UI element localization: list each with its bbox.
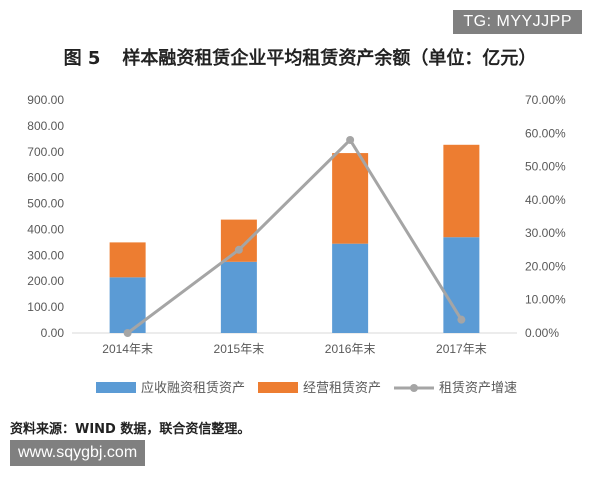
y-left-tick-label: 100.00 (27, 300, 64, 314)
growth-point (346, 135, 355, 144)
y-left-tick-label: 900.00 (27, 93, 64, 107)
chart-container: 0.00 100.00 200.00 300.00 400.00 500.00 600.00… (0, 80, 600, 410)
growth-point (457, 315, 466, 324)
bar-operating-lease (109, 242, 146, 278)
y-left-tick-label: 200.00 (27, 274, 64, 288)
y-right-tick-label: 60.00% (525, 126, 566, 140)
y-right-tick-label: 40.00% (525, 193, 566, 207)
bar-operating-lease (220, 219, 257, 262)
y-left-tick-label: 0.00 (41, 326, 65, 340)
y-right-tick-label: 0.00% (525, 326, 559, 340)
y-right-tick-label: 30.00% (525, 226, 566, 240)
y-right-tick-label: 10.00% (525, 293, 566, 307)
figure-title: 图 5 样本融资租赁企业平均租赁资产余额（单位：亿元） (0, 44, 600, 70)
legend-label-growth: 租赁资产增速 (439, 380, 517, 395)
x-tick-label: 2016年末 (325, 342, 376, 356)
x-tick-label: 2014年末 (102, 342, 153, 356)
stacked-bar-line-chart: 0.00 100.00 200.00 300.00 400.00 500.00 600.00… (27, 93, 566, 395)
legend-label-financing: 应收融资租赁资产 (141, 380, 245, 395)
bar-operating-lease (443, 144, 480, 238)
bar-financing-lease (332, 243, 369, 333)
watermark-top: TG: MYYJJPP (453, 10, 582, 34)
legend-swatch-financing (96, 382, 136, 393)
legend-swatch-operating (258, 382, 298, 393)
y-left-tick-label: 300.00 (27, 248, 64, 262)
legend-label-operating: 经营租赁资产 (303, 380, 381, 395)
y-left-tick-label: 500.00 (27, 197, 64, 211)
y-right-tick-label: 70.00% (525, 93, 566, 107)
y-right-tick-label: 20.00% (525, 259, 566, 273)
y-left-tick-label: 700.00 (27, 145, 64, 159)
figure-number: 图 5 (63, 48, 101, 69)
source-note: 资料来源：WIND 数据，联合资信整理。 (10, 422, 251, 437)
y-left-tick-label: 600.00 (27, 171, 64, 185)
bar-operating-lease (332, 153, 369, 244)
x-tick-label: 2015年末 (214, 342, 265, 356)
figure-title-text: 样本融资租赁企业平均租赁资产余额（单位：亿元） (122, 48, 537, 69)
growth-line (126, 137, 463, 335)
bar-financing-lease (220, 261, 257, 333)
legend-swatch-growth-marker (410, 384, 418, 392)
y-right-tick-label: 50.00% (525, 160, 566, 174)
growth-point (123, 329, 132, 337)
y-left-tick-label: 400.00 (27, 222, 64, 236)
y-left-tick-label: 800.00 (27, 119, 64, 133)
watermark-bottom: www.sqygbj.com (10, 440, 146, 466)
growth-point (234, 245, 243, 254)
x-tick-label: 2017年末 (436, 342, 487, 356)
